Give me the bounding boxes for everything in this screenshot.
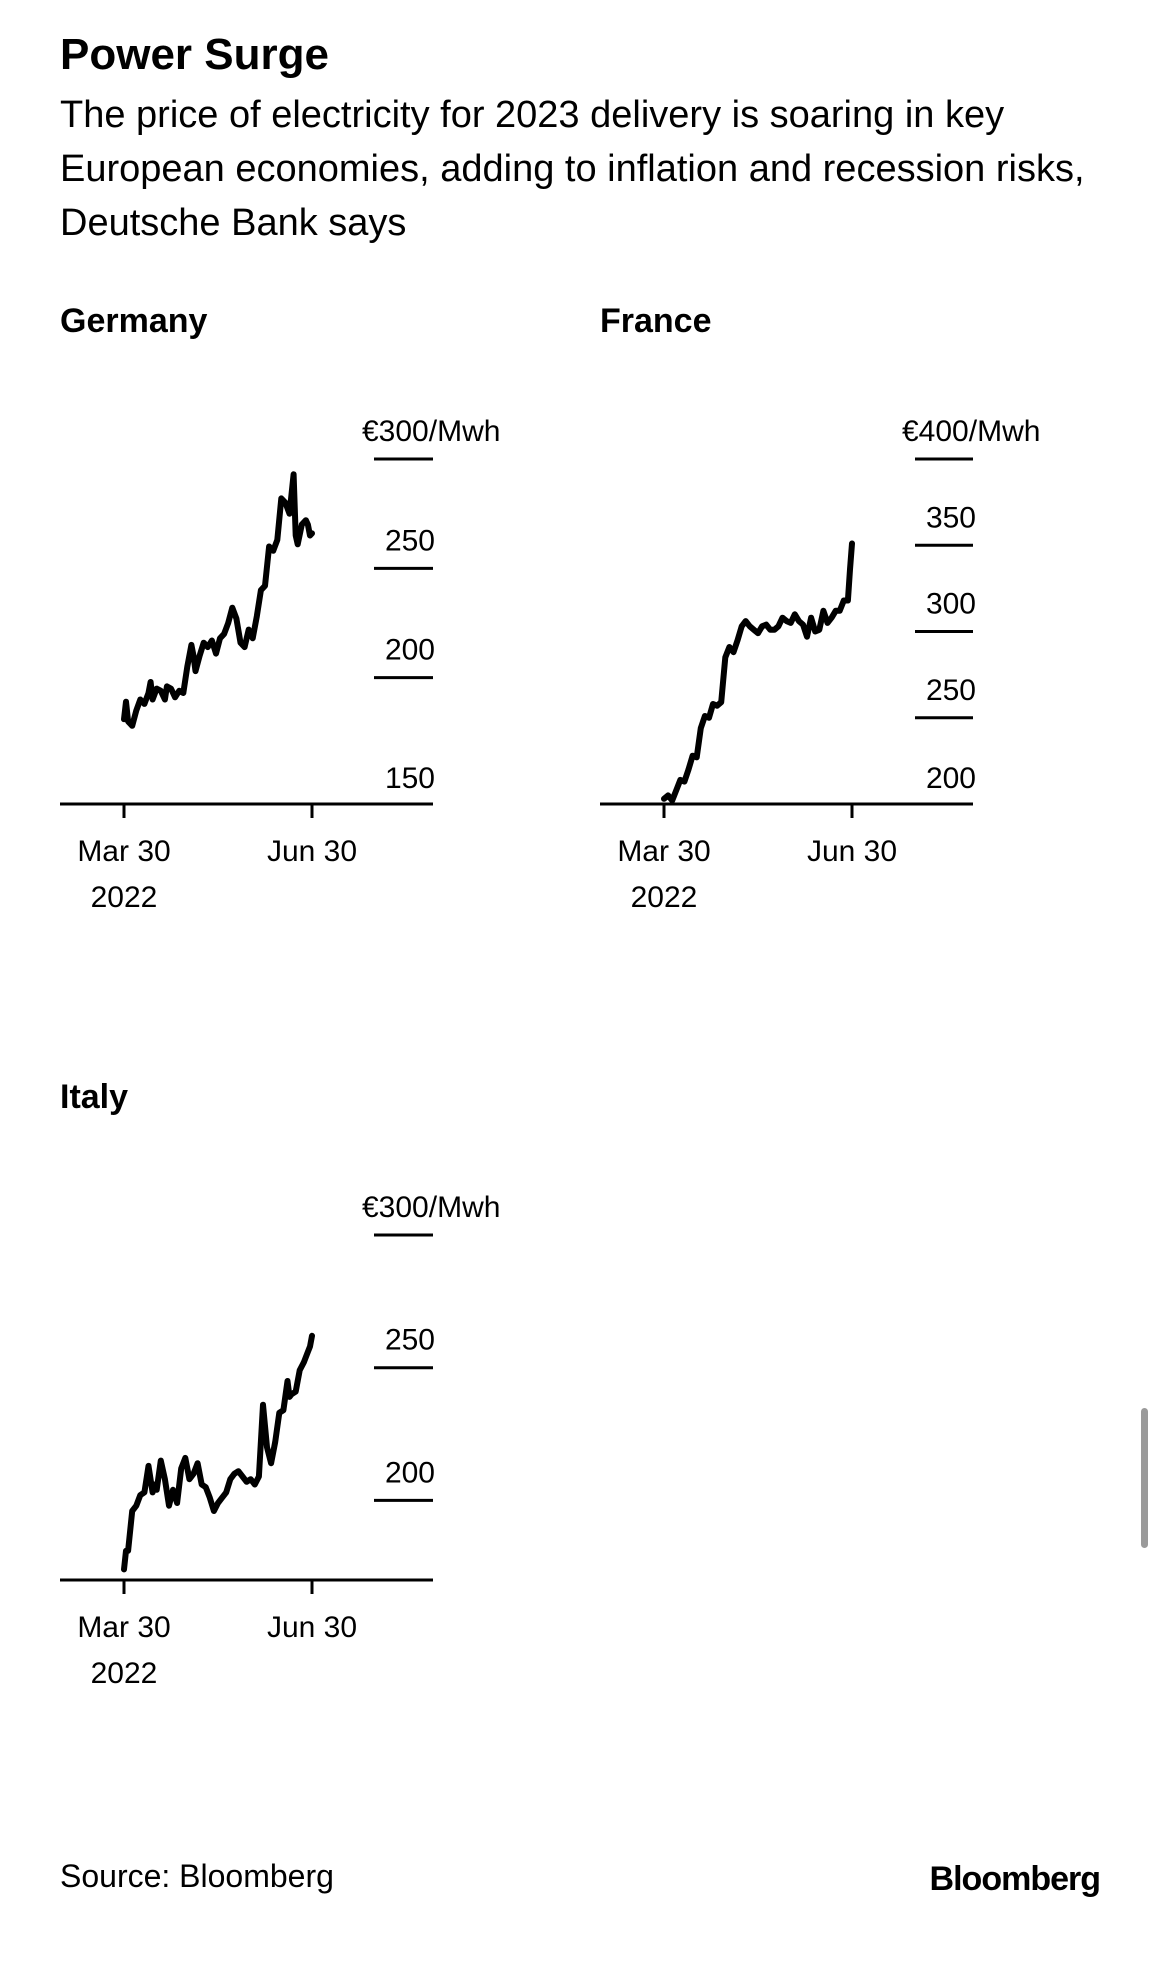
series-line (661, 540, 855, 804)
x-tick-sublabel: 2022 (91, 1657, 158, 1690)
x-tick-label: Mar 30 (77, 835, 170, 868)
y-tick-label: 300 (926, 588, 976, 621)
y-tick-label: 350 (926, 501, 976, 534)
y-tick-label: €400/Mwh (902, 415, 1040, 448)
y-tick-label: €300/Mwh (362, 415, 500, 448)
x-tick-label: Mar 30 (617, 835, 710, 868)
bloomberg-logo: Bloomberg (929, 1860, 1101, 1898)
x-tick-label: Jun 30 (267, 1611, 357, 1644)
y-tick-label: €300/Mwh (362, 1191, 500, 1224)
x-tick-label: Mar 30 (77, 1611, 170, 1644)
germany-chart-title: Germany (60, 302, 208, 340)
y-tick-label: 200 (385, 634, 435, 667)
x-tick-sublabel: 2022 (631, 881, 698, 914)
y-tick-label: 150 (385, 762, 435, 795)
y-tick-label: 200 (385, 1456, 435, 1489)
chart-title-main: Power Surge (60, 30, 329, 79)
x-tick-sublabel: 2022 (91, 881, 158, 914)
y-tick-label: 250 (926, 674, 976, 707)
italy-chart-title: Italy (60, 1078, 129, 1116)
y-tick-label: 250 (385, 1324, 435, 1357)
source-note: Source: Bloomberg (60, 1858, 334, 1894)
france-chart-title: France (600, 302, 712, 340)
x-tick-label: Jun 30 (807, 835, 897, 868)
series-line (121, 471, 315, 729)
series-line (121, 1332, 315, 1573)
scrollbar-thumb[interactable] (1141, 1408, 1148, 1548)
chart-subtitle: The price of electricity for 2023 delive… (60, 94, 1085, 244)
y-tick-label: 250 (385, 524, 435, 557)
x-tick-label: Jun 30 (267, 835, 357, 868)
y-tick-label: 200 (926, 762, 976, 795)
